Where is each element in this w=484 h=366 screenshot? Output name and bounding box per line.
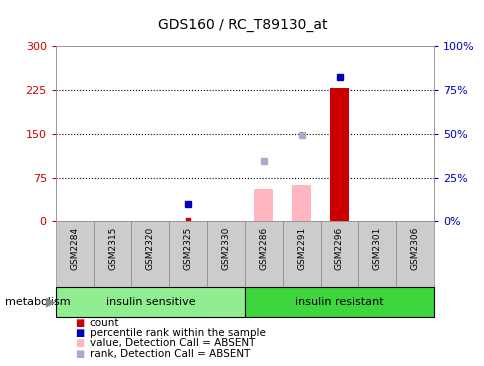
Bar xyxy=(254,189,273,221)
Text: value, Detection Call = ABSENT: value, Detection Call = ABSENT xyxy=(90,338,255,348)
Bar xyxy=(358,221,395,287)
Text: GSM2330: GSM2330 xyxy=(221,227,230,270)
Text: ■: ■ xyxy=(75,338,84,348)
Bar xyxy=(244,221,282,287)
Text: GDS160 / RC_T89130_at: GDS160 / RC_T89130_at xyxy=(157,18,327,32)
Bar xyxy=(169,221,207,287)
Text: GSM2325: GSM2325 xyxy=(183,227,192,270)
Bar xyxy=(395,221,433,287)
Bar xyxy=(56,287,244,317)
Text: ▶: ▶ xyxy=(46,295,56,309)
Text: insulin sensitive: insulin sensitive xyxy=(106,297,195,307)
Text: ■: ■ xyxy=(75,348,84,359)
Text: GSM2291: GSM2291 xyxy=(297,227,305,270)
Bar xyxy=(207,221,244,287)
Text: metabolism: metabolism xyxy=(5,297,70,307)
Text: GSM2286: GSM2286 xyxy=(259,227,268,270)
Bar xyxy=(131,221,169,287)
Text: ■: ■ xyxy=(75,318,84,328)
Text: GSM2320: GSM2320 xyxy=(146,227,154,270)
Text: GSM2296: GSM2296 xyxy=(334,227,343,270)
Text: GSM2306: GSM2306 xyxy=(410,227,419,270)
Bar xyxy=(56,221,93,287)
Bar xyxy=(244,287,433,317)
Bar xyxy=(320,221,358,287)
Text: rank, Detection Call = ABSENT: rank, Detection Call = ABSENT xyxy=(90,348,250,359)
Bar xyxy=(282,221,320,287)
Text: GSM2284: GSM2284 xyxy=(70,227,79,270)
Bar xyxy=(330,88,348,221)
Text: ■: ■ xyxy=(75,328,84,338)
Text: count: count xyxy=(90,318,119,328)
Text: GSM2315: GSM2315 xyxy=(108,227,117,270)
Bar xyxy=(93,221,131,287)
Text: insulin resistant: insulin resistant xyxy=(295,297,383,307)
Text: GSM2301: GSM2301 xyxy=(372,227,381,270)
Text: percentile rank within the sample: percentile rank within the sample xyxy=(90,328,265,338)
Bar xyxy=(291,185,311,221)
